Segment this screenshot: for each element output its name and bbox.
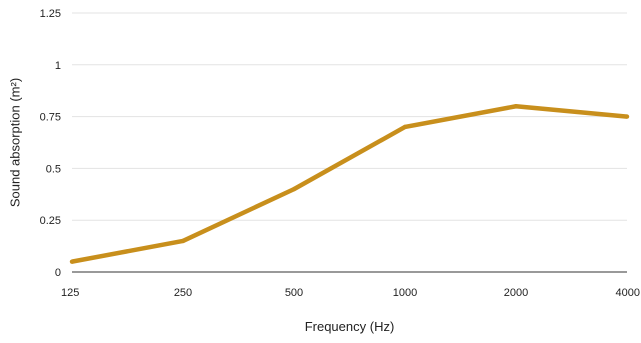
data-points <box>69 104 630 264</box>
x-tick-labels: 125 250 500 1000 2000 4000 <box>61 287 640 299</box>
x-axis-title: Frequency (Hz) <box>305 319 395 334</box>
y-tick-labels: 0 0.25 0.5 0.75 1 1.25 <box>40 8 61 279</box>
x-tick-label: 250 <box>174 287 192 299</box>
x-tick-label: 500 <box>285 287 303 299</box>
data-point <box>69 259 75 264</box>
y-tick-label: 0 <box>55 267 61 279</box>
series-line <box>71 103 628 264</box>
x-tick-label: 1000 <box>393 287 417 299</box>
y-tick-label: 0.5 <box>46 163 61 175</box>
data-point <box>291 186 297 192</box>
y-axis-title: Sound absorption (m²) <box>7 78 22 207</box>
x-tick-label: 4000 <box>616 287 640 299</box>
data-point <box>624 114 630 119</box>
data-point <box>180 238 186 244</box>
gridlines <box>72 12 627 221</box>
x-tick-label: 2000 <box>504 287 528 299</box>
data-point <box>513 104 519 109</box>
x-tick-label: 125 <box>61 287 79 299</box>
y-tick-label: 1.25 <box>40 8 61 20</box>
data-point <box>402 124 408 130</box>
y-tick-label: 0.25 <box>40 215 61 227</box>
y-tick-label: 0.75 <box>40 112 61 124</box>
y-tick-label: 1 <box>55 60 61 72</box>
